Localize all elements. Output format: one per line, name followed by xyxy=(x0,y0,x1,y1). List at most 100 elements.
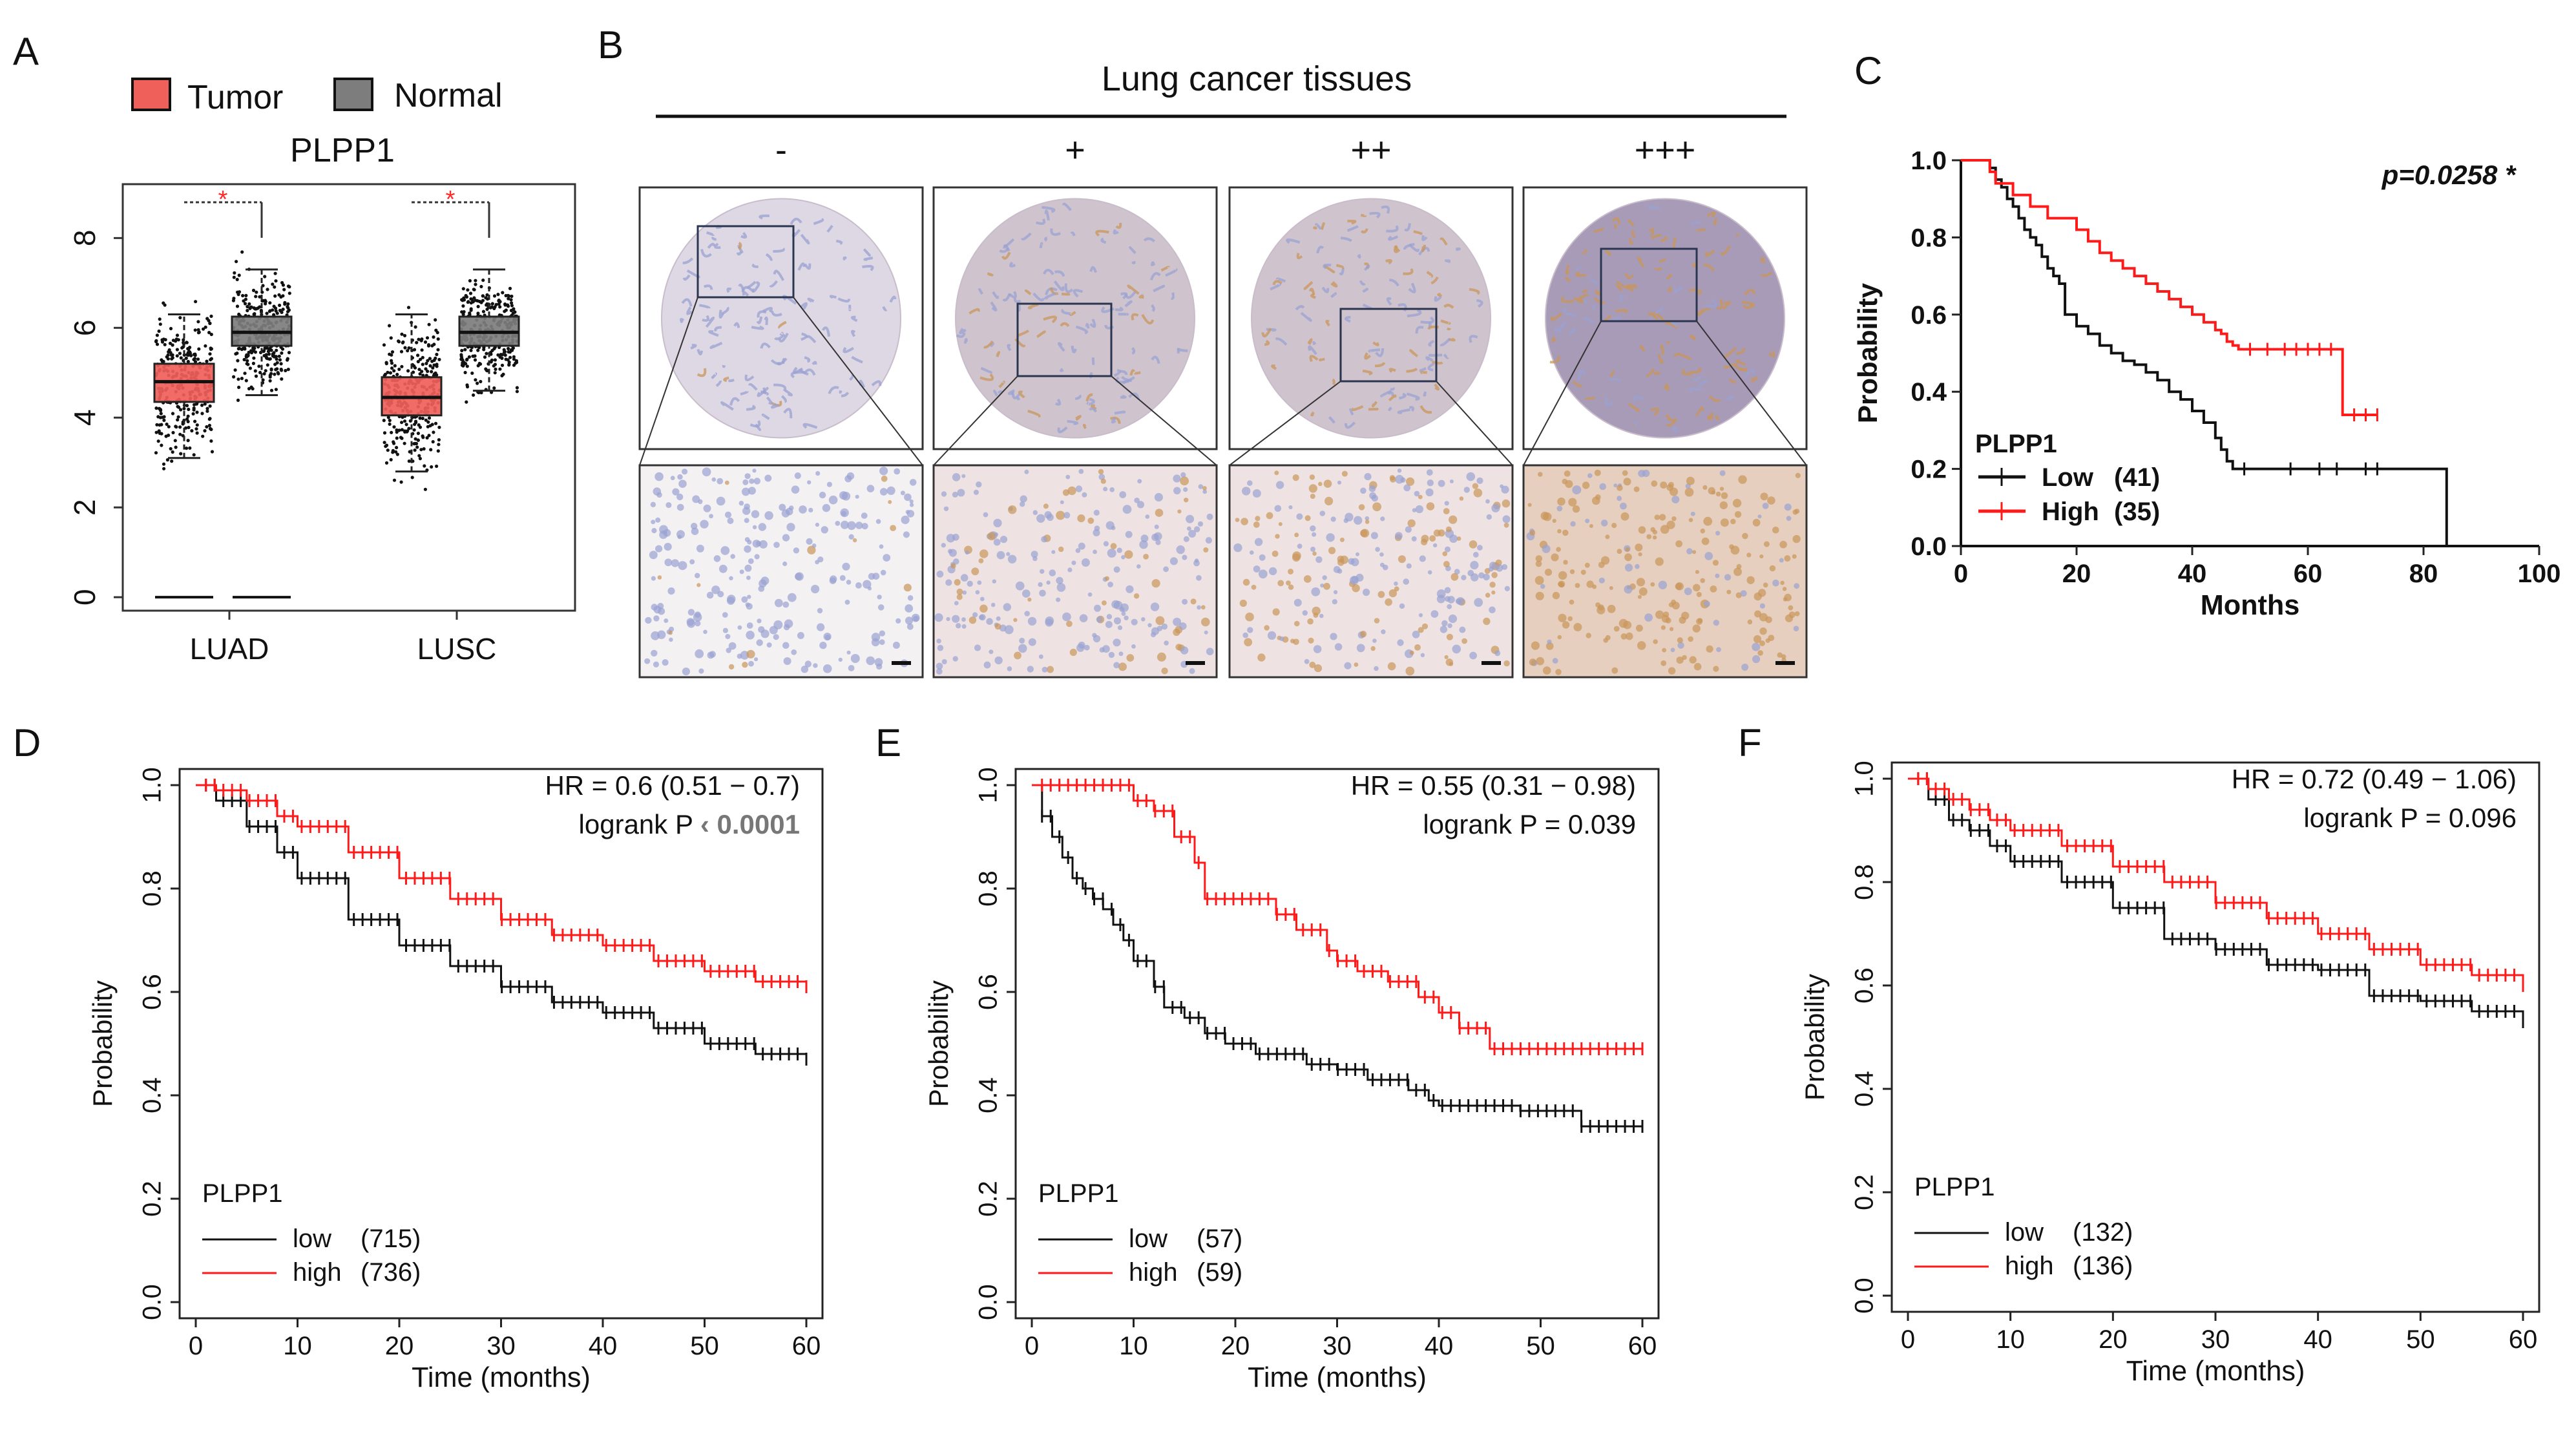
ihc-cell xyxy=(1759,554,1764,559)
ihc-cell xyxy=(1405,666,1415,676)
jitter-point xyxy=(472,296,476,300)
ihc-tissue-strand xyxy=(863,248,871,257)
ihc-cell xyxy=(1322,575,1327,580)
ihc-cell xyxy=(1385,598,1392,606)
ihc-cell xyxy=(1444,501,1449,506)
ihc-cell xyxy=(1277,580,1284,587)
jitter-point xyxy=(419,448,423,452)
jitter-point xyxy=(461,358,465,363)
jitter-point xyxy=(437,425,441,429)
jitter-point xyxy=(414,419,418,423)
ihc-tissue-strand xyxy=(837,297,850,303)
ihc-tissue-strand xyxy=(1673,286,1683,293)
ihc-tissue-strand xyxy=(1688,366,1702,374)
ihc-cell xyxy=(1757,589,1766,597)
km-logrank-label: logrank P xyxy=(1423,809,1544,839)
ihc-cell xyxy=(1119,491,1127,498)
ihc-tissue-strand xyxy=(1418,246,1430,256)
ihc-cell xyxy=(1292,553,1301,562)
ihc-tissue-strand xyxy=(1073,289,1084,298)
jitter-point xyxy=(251,288,256,292)
ihc-cell xyxy=(807,545,816,554)
ihc-cell xyxy=(1433,529,1441,537)
ihc-cell xyxy=(1257,653,1266,662)
ihc-cell xyxy=(1303,575,1312,583)
ihc-cell xyxy=(1700,528,1706,534)
ihc-tissue-strand xyxy=(1171,292,1175,300)
jitter-point xyxy=(496,353,500,357)
ihc-cell xyxy=(1337,569,1343,574)
y-tick-label: 0.4 xyxy=(1911,378,1947,406)
km-logrank: logrank P = 0.039 xyxy=(1423,809,1636,839)
jitter-point xyxy=(156,439,160,443)
ihc-cell xyxy=(1618,618,1628,628)
ihc-cell xyxy=(1387,662,1396,671)
jitter-point xyxy=(435,363,439,366)
jitter-point xyxy=(485,293,489,297)
ihc-cell xyxy=(1334,643,1343,651)
jitter-point xyxy=(242,346,246,350)
ihc-cell xyxy=(1206,513,1213,520)
ihc-tissue-strand xyxy=(828,386,839,394)
x-tick-label: 10 xyxy=(1996,1325,2025,1354)
ihc-cell xyxy=(1137,479,1142,484)
x-tick-label: 0 xyxy=(1954,560,1968,588)
ihc-cell xyxy=(1700,578,1705,584)
ihc-cell xyxy=(1405,526,1412,533)
ihc-tissue-strand xyxy=(1385,258,1392,265)
ihc-cell xyxy=(754,554,760,560)
x-tick-label: 60 xyxy=(2509,1325,2538,1354)
ihc-tissue-strand xyxy=(1704,298,1717,308)
ihc-cell xyxy=(901,515,910,525)
ihc-cell xyxy=(962,590,967,595)
ihc-tissue-strand xyxy=(1423,391,1427,397)
ihc-tissue-strand xyxy=(1007,344,1012,352)
ihc-cell xyxy=(1307,618,1314,625)
ihc-cell xyxy=(773,634,779,640)
ihc-cell xyxy=(907,595,914,601)
ihc-cell xyxy=(742,479,749,485)
jitter-point xyxy=(503,353,507,357)
ihc-cell xyxy=(1381,629,1386,635)
jitter-point xyxy=(264,355,268,359)
km-legend-count: (132) xyxy=(2073,1218,2133,1247)
ihc-cell xyxy=(1051,550,1056,554)
ihc-tissue-strand xyxy=(1323,264,1332,269)
ihc-tissue-strand xyxy=(1363,264,1370,271)
jitter-point xyxy=(205,425,209,429)
ihc-cell xyxy=(994,623,1001,630)
km-legend-count: (715) xyxy=(361,1225,421,1253)
x-tick-label: 40 xyxy=(2303,1325,2332,1354)
ihc-cell xyxy=(1425,488,1434,497)
jitter-point xyxy=(275,367,279,371)
ihc-tissue-strand xyxy=(980,366,992,374)
ihc-tissue-strand xyxy=(1086,401,1091,406)
ihc-cell xyxy=(1411,536,1417,542)
ihc-tissue-strand xyxy=(1024,289,1032,295)
ihc-cell xyxy=(707,651,715,659)
jitter-point xyxy=(397,339,401,343)
ihc-tissue-strand xyxy=(1360,213,1367,217)
ihc-tissue-strand xyxy=(1375,362,1386,368)
jitter-point xyxy=(501,372,505,376)
ihc-cell xyxy=(1738,475,1747,484)
ihc-cell xyxy=(1697,618,1703,624)
ihc-cell xyxy=(1365,516,1370,521)
jitter-point xyxy=(184,356,188,361)
ihc-cell xyxy=(749,478,755,484)
ihc-tissue-strand xyxy=(1750,376,1759,383)
ihc-tissue-strand xyxy=(1069,311,1076,316)
jitter-point xyxy=(249,305,253,310)
ihc-cell xyxy=(1412,630,1420,638)
ihc-cell xyxy=(821,526,829,534)
ihc-cell xyxy=(1671,602,1680,610)
jitter-point xyxy=(382,419,386,423)
ihc-tissue-strand xyxy=(761,414,770,420)
ihc-cell xyxy=(1642,469,1650,478)
ihc-cell xyxy=(1536,657,1545,666)
ihc-cell xyxy=(1760,492,1768,501)
ihc-cell xyxy=(650,501,656,507)
jitter-point xyxy=(280,368,284,372)
jitter-point xyxy=(472,288,476,291)
ihc-cell xyxy=(1103,487,1108,492)
